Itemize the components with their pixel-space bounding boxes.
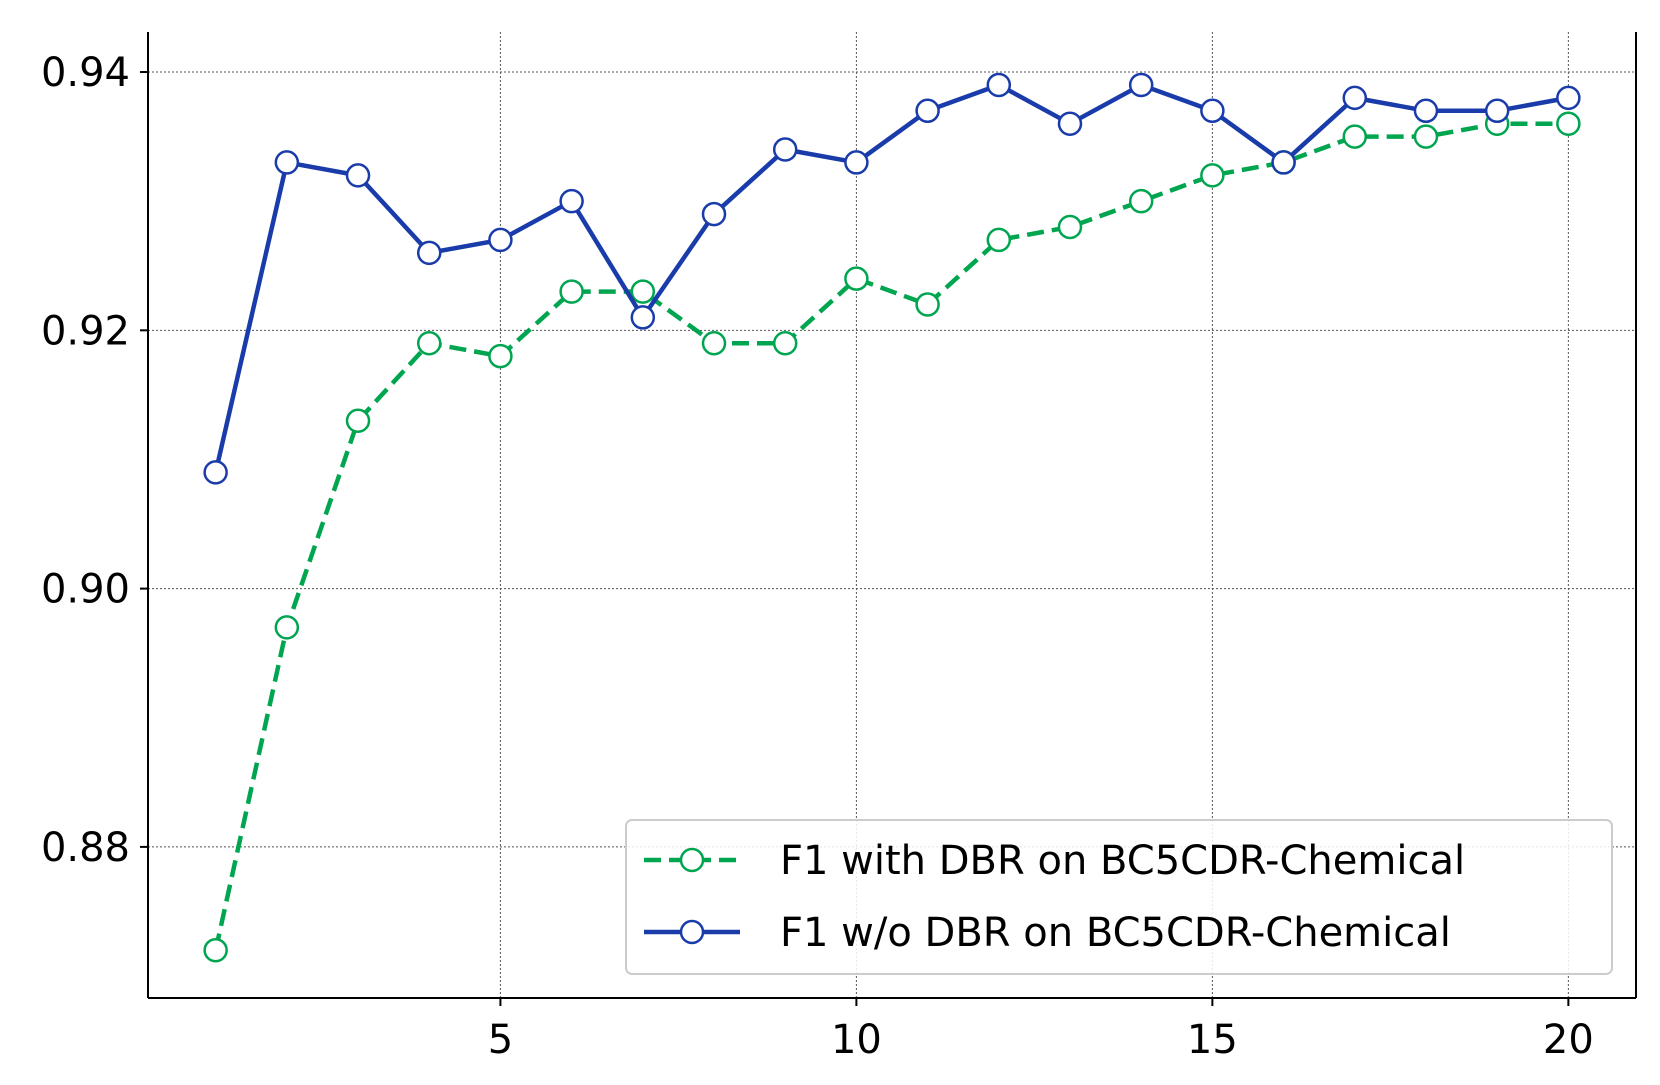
series-1-point [1130,190,1152,212]
series-2-point [418,242,440,264]
series-1-point [703,332,725,354]
series-line-2 [216,85,1569,472]
legend: F1 with DBR on BC5CDR-Chemical F1 w/o DBR… [626,820,1612,974]
series-2-point [1201,100,1223,122]
series-2-point [632,306,654,328]
series-2-point [774,139,796,161]
series-1-point [917,293,939,315]
series-1-point [1415,126,1437,148]
series-1-point [1059,216,1081,238]
series-2-point [703,203,725,225]
legend-marker-1 [681,849,703,871]
series-2-point [1059,113,1081,135]
series-1-point [1557,113,1579,135]
legend-label-1: F1 with DBR on BC5CDR-Chemical [780,838,1465,884]
series-2-point [1486,100,1508,122]
series-1-point [205,939,227,961]
y-tick-label: 0.94 [41,50,130,96]
x-tick-label: 5 [488,1017,513,1063]
x-tick-label: 10 [831,1017,882,1063]
series-1-point [988,229,1010,251]
series-2-point [988,74,1010,96]
series-1-point [489,345,511,367]
series-1-point [632,281,654,303]
series-1-point [276,616,298,638]
series-2-point [489,229,511,251]
series-2-point [1273,151,1295,173]
series-2-point [1415,100,1437,122]
y-tick-label: 0.88 [41,825,130,871]
x-tick-label: 15 [1187,1017,1238,1063]
series-1-point [561,281,583,303]
y-tick-label: 0.90 [41,567,130,613]
series-2-point [845,151,867,173]
series-1-point [774,332,796,354]
series-1-point [347,410,369,432]
series-2-point [917,100,939,122]
legend-marker-2 [681,921,703,943]
series-1-point [1201,164,1223,186]
y-tick-label: 0.92 [41,308,130,354]
series-2-point [205,461,227,483]
series-2-point [1344,87,1366,109]
series-1-point [418,332,440,354]
series-1-point [845,268,867,290]
legend-label-2: F1 w/o DBR on BC5CDR-Chemical [780,910,1451,956]
series-1-point [1344,126,1366,148]
series-2-point [561,190,583,212]
series-2-point [1557,87,1579,109]
series-2-point [276,151,298,173]
x-tick-label: 20 [1543,1017,1594,1063]
series-2-point [1130,74,1152,96]
series-2-point [347,164,369,186]
